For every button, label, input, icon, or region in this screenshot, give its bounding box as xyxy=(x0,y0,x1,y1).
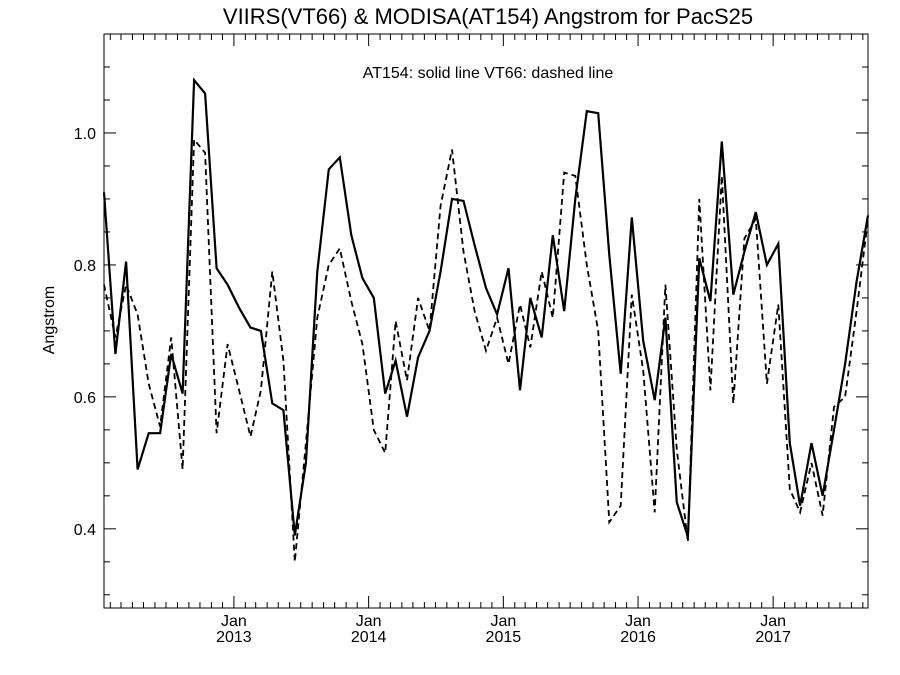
x-tick-label-month: Jan xyxy=(356,613,382,630)
series-layer xyxy=(102,77,870,562)
x-tick-label-year: 2016 xyxy=(620,629,656,646)
plot-frame xyxy=(103,33,869,609)
y-axis-label: Angstrom xyxy=(41,286,58,354)
axis-ticks: 0.40.60.81.0Jan2013Jan2014Jan2015Jan2016… xyxy=(74,33,868,646)
x-tick-label-year: 2013 xyxy=(216,629,252,646)
y-tick-label: 0.4 xyxy=(74,522,96,539)
y-tick-label: 1.0 xyxy=(74,126,96,143)
line-style-annotation: AT154: solid line VT66: dashed line xyxy=(363,65,614,82)
x-tick-label-year: 2015 xyxy=(486,629,522,646)
series-line-at154 xyxy=(102,77,870,538)
x-tick-label-month: Jan xyxy=(490,613,516,630)
series-line-vt66 xyxy=(103,137,869,562)
x-tick-label-month: Jan xyxy=(760,613,786,630)
y-tick-label: 0.6 xyxy=(74,390,96,407)
x-tick-label-month: Jan xyxy=(221,613,247,630)
x-tick-label-month: Jan xyxy=(625,613,651,630)
chart-title: VIIRS(VT66) & MODISA(AT154) Angstrom for… xyxy=(223,4,753,29)
x-tick-label-year: 2017 xyxy=(755,629,791,646)
y-tick-label: 0.8 xyxy=(74,258,96,275)
x-tick-label-year: 2014 xyxy=(351,629,387,646)
